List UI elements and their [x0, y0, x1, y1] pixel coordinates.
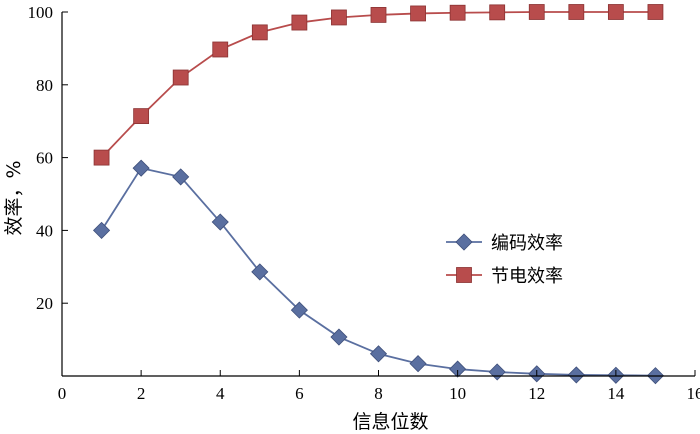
axes: 0 2 4 6 8 10 12 14 16 20 40 60 80 100 — [28, 3, 700, 403]
data-point — [647, 4, 664, 20]
data-point — [370, 7, 387, 23]
data-point — [251, 263, 269, 281]
data-point — [607, 4, 624, 20]
data-point — [172, 168, 190, 186]
plot-area — [92, 4, 665, 385]
x-tick-label: 10 — [449, 384, 466, 403]
x-tick-label: 8 — [374, 384, 383, 403]
data-point — [528, 4, 545, 20]
series-2 — [93, 4, 664, 166]
legend-marker — [455, 233, 473, 251]
y-tick-label: 60 — [36, 149, 53, 168]
data-point — [568, 4, 585, 20]
x-tick-label: 12 — [528, 384, 545, 403]
data-point — [369, 345, 388, 363]
data-point — [133, 108, 150, 125]
data-point — [132, 159, 150, 177]
data-point — [291, 14, 308, 31]
x-tick-label: 6 — [295, 384, 304, 403]
legend-item-1: 编码效率 — [446, 233, 563, 254]
data-point — [409, 355, 427, 373]
data-point — [172, 69, 189, 86]
y-tick-label: 40 — [36, 221, 53, 240]
y-axis-title: 效率，% — [3, 160, 25, 235]
legend-item-2: 节电效率 — [446, 266, 563, 287]
data-point — [212, 41, 229, 58]
data-point — [488, 363, 506, 381]
data-point — [449, 4, 466, 21]
legend-label: 编码效率 — [491, 233, 563, 254]
x-tick-label: 0 — [58, 384, 67, 403]
data-point — [251, 24, 268, 41]
data-point — [211, 213, 229, 231]
y-tick-label: 20 — [36, 294, 53, 313]
x-tick-label: 2 — [137, 384, 146, 403]
y-tick-label: 80 — [36, 76, 53, 95]
data-point — [489, 4, 506, 21]
data-point — [449, 360, 467, 378]
data-point — [93, 149, 110, 166]
data-point — [290, 301, 308, 319]
data-point — [92, 221, 111, 239]
legend-marker — [456, 267, 472, 283]
series-1 — [92, 159, 665, 385]
x-tick-label: 14 — [607, 384, 625, 403]
legend-label: 节电效率 — [491, 266, 563, 287]
x-tick-label: 4 — [216, 384, 225, 403]
y-tick-label: 100 — [28, 3, 54, 22]
x-tick-label: 16 — [687, 384, 700, 403]
data-point — [331, 9, 347, 26]
data-point — [410, 5, 426, 22]
series-line — [100, 167, 656, 377]
data-point — [330, 328, 348, 346]
data-point — [567, 366, 585, 384]
x-axis-title: 信息位数 — [352, 411, 428, 433]
